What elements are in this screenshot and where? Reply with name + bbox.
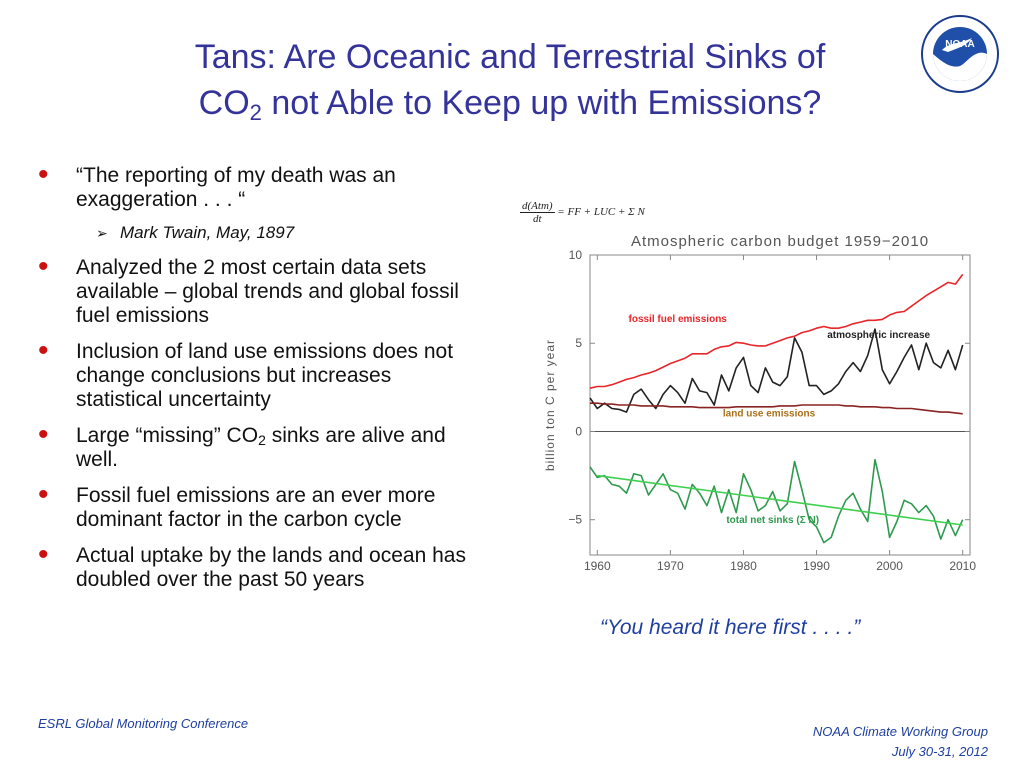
- bullet-text-post: sinks are alive and well.: [76, 424, 446, 471]
- series-annotation: total net sinks (Σ N): [726, 515, 819, 526]
- title-line-2: not Able to Keep up with Emissions?: [261, 84, 822, 122]
- footer-date: July 30-31, 2012: [891, 744, 988, 759]
- title-line-1: Tans: Are Oceanic and Terrestrial Sinks …: [194, 38, 826, 76]
- bullet-item: • Fossil fuel emissions are an ever more…: [38, 480, 468, 532]
- quote-text: “You heard it here first . . . .”: [600, 616, 861, 639]
- x-tick-label: 1990: [803, 559, 830, 570]
- bullet-text: Inclusion of land use emissions does not…: [76, 340, 454, 411]
- x-tick-label: 2000: [876, 559, 903, 570]
- bullet-text: Actual uptake by the lands and ocean has…: [76, 544, 466, 591]
- title-co: CO: [198, 84, 250, 122]
- series-line-1: [589, 328, 964, 413]
- bullet-dot-icon: •: [38, 418, 49, 451]
- bullet-item: • Inclusion of land use emissions does n…: [38, 336, 468, 412]
- series-annotation: fossil fuel emissions: [629, 314, 728, 325]
- footer-group-name: NOAA Climate Working Group: [812, 724, 988, 739]
- bullet-item: • Analyzed the 2 most certain data sets …: [38, 252, 468, 328]
- bullet-dot-icon: •: [38, 334, 49, 367]
- bullet-dot-icon: •: [38, 250, 49, 283]
- noaa-logo: NOAA: [921, 15, 999, 93]
- series-line-2: [590, 402, 963, 415]
- bullet-text-pre: Large “missing” CO: [76, 424, 259, 447]
- sub-bullet-item: ➢ Mark Twain, May, 1897: [38, 222, 468, 244]
- x-tick-label: 1960: [584, 559, 611, 570]
- trend-line: [597, 474, 963, 526]
- carbon-budget-chart: Atmospheric carbon budget 1959−2010 −5 0 5 1…: [543, 233, 976, 570]
- sub-bullet-text: Mark Twain, May, 1897: [120, 223, 295, 242]
- bullet-text: Analyzed the 2 most certain data sets av…: [76, 256, 459, 327]
- x-tick-label: 1980: [730, 559, 757, 570]
- bullet-list: • “The reporting of my death was an exag…: [38, 160, 468, 604]
- formula-denominator: dt: [532, 213, 542, 225]
- carbon-budget-formula: d(Atm) dt = FF + LUC + Σ N: [520, 200, 645, 225]
- footer-conference: ESRL Global Monitoring Conference: [38, 716, 249, 731]
- formula-fraction: d(Atm) dt: [520, 200, 555, 225]
- x-tick-label: 2010: [949, 559, 976, 570]
- arrow-right-icon: ➢: [96, 225, 108, 241]
- series-line-0: [589, 273, 964, 389]
- y-tick-label: 5: [575, 336, 582, 350]
- plot-frame: [589, 254, 971, 556]
- footer-group: NOAA Climate Working Group July 30-31, 2…: [813, 722, 988, 762]
- slide-title: Tans: Are Oceanic and Terrestrial Sinks …: [120, 34, 900, 126]
- bullet-subscript: 2: [258, 432, 266, 448]
- bullet-dot-icon: •: [38, 478, 49, 511]
- y-axis-label: billion ton C per year: [543, 339, 557, 471]
- formula-rhs: = FF + LUC + Σ N: [557, 206, 645, 219]
- x-tick-label: 1970: [657, 559, 684, 570]
- y-tick-label: 10: [569, 248, 583, 262]
- series-annotation: atmospheric increase: [827, 330, 930, 341]
- bullet-dot-icon: •: [38, 158, 49, 191]
- bullet-text: Fossil fuel emissions are an ever more d…: [76, 484, 436, 531]
- chart-title: Atmospheric carbon budget 1959−2010: [631, 233, 929, 250]
- title-subscript: 2: [249, 100, 262, 125]
- y-tick-label: 0: [575, 424, 582, 438]
- bullet-text: “The reporting of my death was an exagge…: [76, 164, 396, 211]
- y-tick-label: −5: [568, 513, 582, 527]
- bullet-item: • “The reporting of my death was an exag…: [38, 160, 468, 212]
- bullet-dot-icon: •: [38, 538, 49, 571]
- svg-text:NOAA: NOAA: [945, 39, 974, 50]
- bullet-item: • Actual uptake by the lands and ocean h…: [38, 540, 468, 592]
- series-line-3: [589, 458, 964, 544]
- bullet-item: • Large “missing” CO2 sinks are alive an…: [38, 420, 468, 472]
- formula-numerator: d(Atm): [520, 200, 555, 213]
- series-annotation: land use emissions: [723, 408, 816, 419]
